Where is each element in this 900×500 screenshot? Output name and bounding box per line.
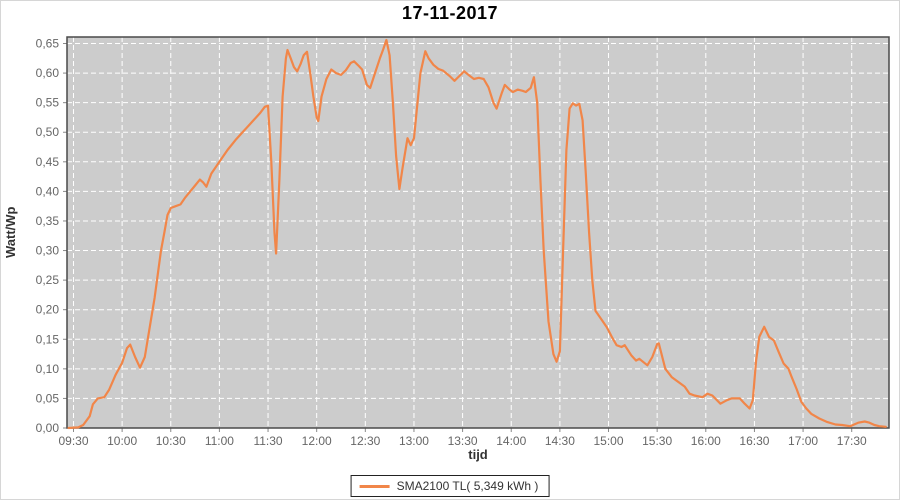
- y-tick-label: 0,40: [36, 184, 60, 198]
- x-tick-label: 10:30: [156, 434, 186, 448]
- x-tick-label: 14:00: [496, 434, 526, 448]
- x-tick-label: 15:00: [593, 434, 623, 448]
- x-tick-label: 13:30: [448, 434, 478, 448]
- y-tick-label: 0,20: [36, 303, 60, 317]
- x-tick-label: 11:30: [253, 434, 282, 448]
- x-tick-label: 12:30: [350, 434, 380, 448]
- x-tick-label: 16:00: [691, 434, 721, 448]
- x-tick-label: 12:00: [302, 434, 332, 448]
- y-tick-label: 0,60: [36, 66, 60, 80]
- y-tick-label: 0,50: [36, 125, 60, 139]
- plot-background: [67, 37, 889, 428]
- y-axis-title: Watt/Wp: [3, 206, 18, 258]
- x-tick-label: 17:00: [788, 434, 818, 448]
- legend-label: SMA2100 TL( 5,349 kWh ): [396, 479, 539, 493]
- legend: SMA2100 TL( 5,349 kWh ): [350, 475, 550, 497]
- plot-border: [66, 36, 890, 429]
- legend-line-swatch: [359, 484, 390, 488]
- x-tick-label: 15:30: [642, 434, 672, 448]
- y-tick-label: 0,35: [36, 214, 60, 228]
- chart-title: 17-11-2017: [401, 3, 499, 23]
- x-tick-label: 17:30: [837, 434, 867, 448]
- x-axis-title: tijd: [468, 447, 488, 462]
- y-tick-label: 0,25: [36, 273, 60, 287]
- x-tick-label: 09:30: [58, 434, 88, 448]
- x-tick-label: 11:00: [205, 434, 234, 448]
- y-tick-label: 0,05: [36, 391, 60, 405]
- y-tick-label: 0,10: [36, 362, 60, 376]
- y-tick-label: 0,45: [36, 155, 60, 169]
- y-tick-label: 0,30: [36, 244, 60, 258]
- y-tick-label: 0,00: [36, 421, 60, 435]
- x-tick-label: 10:00: [107, 434, 137, 448]
- y-tick-label: 0,55: [36, 96, 60, 110]
- y-tick-label: 0,15: [36, 332, 60, 346]
- x-tick-label: 14:30: [545, 434, 575, 448]
- series-line: [67, 38, 887, 430]
- plot-area: 0,00 0,05 0,10 0,15 0,20 0,25 0,30 0,35 0,40 0,45…: [36, 36, 890, 448]
- y-tick-label: 0,65: [36, 37, 60, 51]
- x-tick-label: 13:00: [399, 434, 429, 448]
- x-tick-label: 16:30: [739, 434, 769, 448]
